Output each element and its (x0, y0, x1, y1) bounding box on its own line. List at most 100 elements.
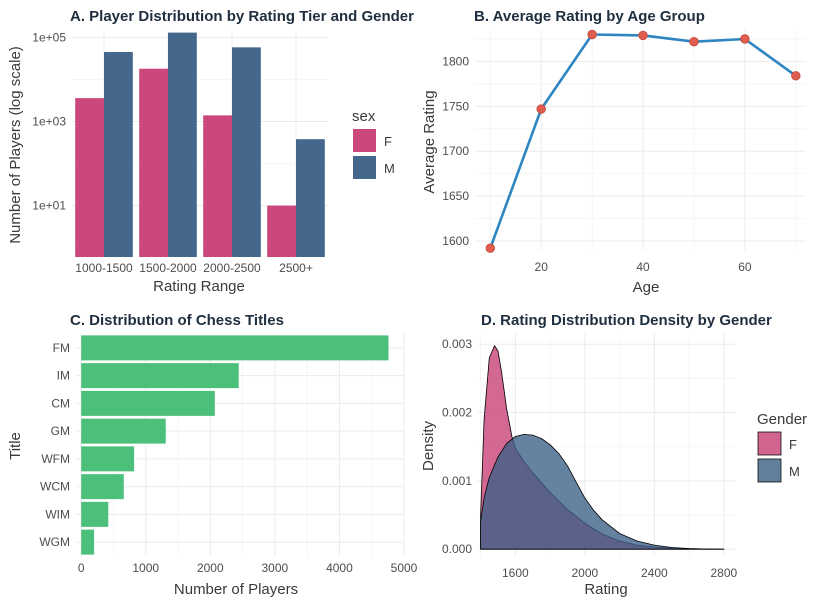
bar-f-2000-2500 (203, 115, 232, 257)
legend-swatch-m (353, 156, 376, 179)
data-point-age-20 (536, 104, 546, 114)
panel-d-y-tick-label: 0.001 (442, 474, 472, 488)
panel-a-y-tick-label: 1e+01 (32, 199, 66, 213)
panel-a-x-tick-label: 2500+ (279, 261, 313, 275)
panel-b-grid (475, 30, 806, 250)
panel-d-x-tick-label: 2000 (571, 566, 598, 580)
panel-c: C. Distribution of Chess Titles FM IM CM GM… (7, 312, 418, 598)
panel-a-x-tick-label: 1000-1500 (75, 261, 133, 275)
panel-a-legend-title: sex (352, 108, 376, 125)
panel-d-legend-label-m: M (789, 464, 800, 479)
panel-c-x-tick-label: 1000 (132, 561, 159, 575)
panel-c-y-tick-label: WFM (41, 452, 70, 466)
panel-c-x-tick-label: 0 (78, 561, 85, 575)
data-point-age-40 (638, 30, 648, 41)
panel-d-x-tick-label: 1600 (502, 566, 529, 580)
panel-a-xlabel: Rating Range (153, 278, 245, 295)
panel-c-x-tick-label: 2000 (197, 561, 224, 575)
bar-f-1000-1500 (75, 98, 104, 258)
panel-b-y-tick-label: 1750 (442, 99, 469, 113)
bar-m-1500-2000 (168, 32, 197, 257)
data-point-age-50 (689, 36, 699, 47)
panel-c-y-tick-label: IM (57, 369, 70, 383)
bar-title-GM (81, 418, 166, 444)
panel-c-y-tick-label: CM (51, 396, 70, 410)
panel-d-density-areas (480, 345, 725, 550)
panel-d-title: D. Rating Distribution Density by Gender (481, 312, 772, 329)
panel-c-x-tick-label: 3000 (262, 561, 289, 575)
panel-d-ylabel: Density (420, 420, 437, 471)
bar-f-1500-2000 (139, 68, 168, 257)
panel-d-y-tick-label: 0.000 (442, 542, 472, 556)
panel-a-x-tick-label: 2000-2500 (203, 261, 261, 275)
legend-swatch-gender-f (757, 431, 782, 456)
bar-title-WIM (81, 501, 109, 527)
bar-title-WFM (81, 446, 135, 472)
panel-a-y-ticks: 1e+01 1e+03 1e+05 (32, 30, 66, 212)
panel-b-y-tick-label: 1800 (442, 54, 469, 68)
bar-m-2500+ (296, 139, 325, 257)
panel-a-y-tick-label: 1e+03 (32, 115, 66, 129)
panel-c-y-ticks: FM IM CM GM WFM WCM WIM WGM (39, 341, 70, 549)
panel-c-y-tick-label: WCM (40, 480, 70, 494)
panel-c-y-tick-label: WIM (45, 507, 70, 521)
bar-f-2500+ (267, 205, 296, 257)
panel-a-x-tick-label: 1500-2000 (139, 261, 197, 275)
panel-d-y-tick-label: 0.002 (442, 406, 472, 420)
bar-title-CM (81, 390, 215, 416)
panel-a-legend-label-m: M (384, 161, 395, 176)
panel-a: A. Player Distribution by Rating Tier an… (7, 8, 414, 295)
panel-c-xlabel: Number of Players (174, 581, 298, 598)
panel-d-legend-title: Gender (757, 411, 807, 428)
panel-a-y-tick-label: 1e+05 (32, 30, 66, 44)
panel-d-x-ticks: 1600 2000 2400 2800 (502, 566, 738, 580)
data-point-age-30 (587, 29, 597, 40)
panel-b-y-tick-label: 1650 (442, 189, 469, 203)
panel-b-y-ticks: 1600 1650 1700 1750 1800 (442, 54, 469, 248)
panel-a-x-ticks: 1000-1500 1500-2000 2000-2500 2500+ (75, 261, 313, 275)
panel-b-x-tick-label: 20 (535, 260, 549, 274)
panel-c-ylabel: Title (7, 432, 24, 460)
panel-a-legend-label-f: F (384, 134, 392, 149)
panel-b-x-tick-label: 40 (636, 260, 650, 274)
panel-d: D. Rating Distribution Density by Gender… (420, 312, 807, 598)
panel-c-y-tick-label: WGM (39, 535, 70, 549)
data-point-age-60 (740, 34, 750, 44)
data-point-age-10 (485, 243, 495, 253)
bar-title-WGM (81, 529, 95, 555)
panel-d-legend: Gender F M (757, 411, 807, 483)
panel-d-xlabel: Rating (584, 581, 627, 598)
panel-b-y-tick-label: 1700 (442, 144, 469, 158)
bar-title-WCM (81, 474, 124, 500)
panel-a-title: A. Player Distribution by Rating Tier an… (70, 8, 414, 25)
panel-c-title: C. Distribution of Chess Titles (70, 312, 284, 329)
bar-m-1000-1500 (104, 51, 133, 257)
panel-c-x-ticks: 0 1000 2000 3000 4000 5000 (78, 561, 418, 575)
panel-a-ylabel: Number of Players (log scale) (7, 46, 24, 244)
panel-a-bars (75, 32, 325, 258)
panel-d-legend-label-f: F (789, 437, 797, 452)
panel-c-y-tick-label: FM (53, 341, 70, 355)
panel-b-x-ticks: 20 40 60 (535, 260, 752, 274)
panel-b-y-tick-label: 1600 (442, 234, 469, 248)
panel-c-x-tick-label: 5000 (391, 561, 418, 575)
panel-b-line (485, 29, 801, 253)
panel-c-x-tick-label: 4000 (326, 561, 353, 575)
bar-title-IM (81, 363, 239, 389)
density-area-m (480, 434, 725, 550)
panel-b-ylabel: Average Rating (421, 90, 438, 193)
panel-d-x-tick-label: 2800 (710, 566, 737, 580)
legend-swatch-gender-m (757, 458, 782, 483)
panel-d-y-tick-label: 0.003 (442, 337, 472, 351)
panel-c-y-tick-label: GM (51, 424, 70, 438)
bar-title-FM (81, 335, 389, 361)
panel-d-y-ticks: 0.000 0.001 0.002 0.003 (442, 337, 472, 556)
panel-b-x-tick-label: 60 (738, 260, 752, 274)
panel-d-x-tick-label: 2400 (641, 566, 668, 580)
panel-b-title: B. Average Rating by Age Group (474, 8, 705, 25)
panel-b: B. Average Rating by Age Group 160016501… (421, 8, 806, 296)
panel-c-bars (81, 335, 389, 555)
legend-swatch-f (353, 129, 376, 152)
panel-a-legend: sex F M (352, 108, 395, 179)
